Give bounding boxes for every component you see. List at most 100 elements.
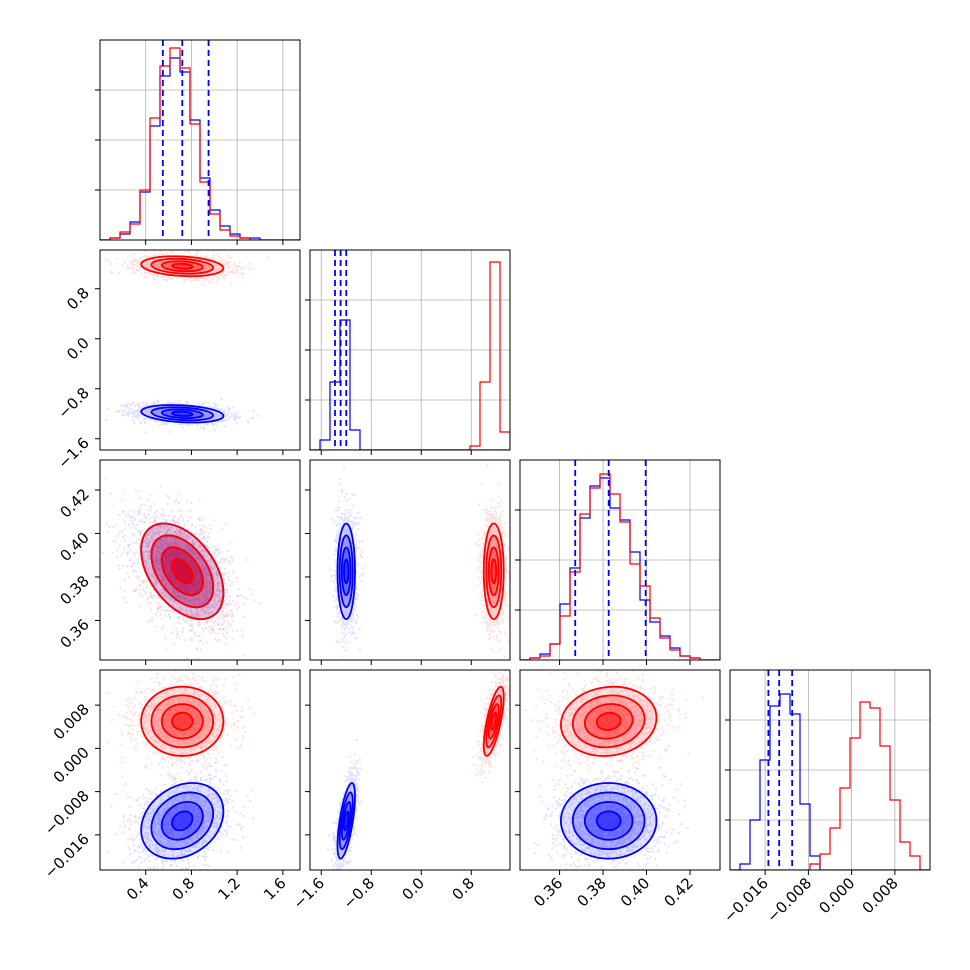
density-fill [171, 811, 193, 831]
y-tick-label: 0.000 [50, 743, 93, 786]
panel-content [100, 40, 300, 240]
panel-frame [309, 249, 511, 451]
contour-line [140, 404, 225, 424]
x-tick-label: −0.8 [340, 874, 378, 912]
contour-line [150, 694, 215, 749]
panel-content [328, 464, 510, 658]
density-fill [141, 782, 224, 859]
contour-line [160, 800, 204, 841]
contour-line [583, 703, 634, 740]
panel-content [326, 670, 510, 870]
contour-line [140, 522, 225, 621]
density-fill [491, 712, 497, 731]
contour-line [140, 255, 225, 278]
density-fill [172, 712, 193, 731]
panel-frame [729, 669, 931, 871]
density-fill [491, 559, 497, 584]
scatter-points [533, 749, 689, 870]
panel-content [100, 670, 255, 870]
panel-frame [99, 39, 301, 241]
panel-3-2 [515, 669, 721, 875]
contour-line [559, 782, 658, 860]
density-fill [560, 782, 657, 859]
contour-line [150, 257, 215, 275]
contour-line [150, 406, 215, 422]
panel-content [520, 460, 720, 660]
histogram-series-1 [100, 47, 300, 240]
contour-line [140, 782, 225, 860]
contour-line [583, 800, 634, 841]
contour-line [571, 791, 646, 851]
panel-frame [519, 669, 721, 871]
density-fill [161, 801, 203, 840]
density-fill [584, 704, 633, 739]
panel-3-3 [725, 669, 931, 875]
contour-line [171, 810, 194, 832]
y-tick-label: 0.42 [56, 485, 92, 521]
panel-1-0 [95, 249, 301, 455]
y-tick-label: −0.016 [41, 830, 93, 882]
x-tick-label: 0.4 [123, 874, 153, 904]
contour-line [338, 534, 354, 609]
panel-frame [309, 459, 511, 661]
panel-frame [519, 459, 721, 661]
contour-line [140, 685, 225, 757]
panel-2-2 [515, 459, 721, 665]
x-tick-label: 0.40 [617, 874, 653, 910]
density-fill [151, 695, 214, 748]
density-fill [151, 535, 214, 608]
contour-line [595, 810, 622, 832]
contour-line [160, 546, 204, 597]
x-tick-label: 0.8 [169, 874, 199, 904]
histogram-series-1 [730, 701, 930, 870]
x-tick-label: −0.016 [720, 874, 772, 926]
contour-line [171, 558, 194, 585]
contour-line [336, 782, 356, 860]
panel-frame [99, 459, 301, 661]
y-tick-label: 0.40 [56, 529, 92, 565]
contour-line [482, 522, 505, 621]
histogram-series-1 [310, 261, 510, 450]
panel-content [310, 250, 510, 450]
contour-line [559, 685, 658, 757]
density-fill [596, 712, 621, 731]
panel-frame [99, 249, 301, 451]
y-tick-label: −1.6 [54, 434, 92, 472]
contour-line [150, 534, 215, 609]
density-fill [339, 792, 353, 850]
density-fill [161, 261, 203, 272]
panel-2-1 [305, 459, 511, 665]
density-fill [572, 792, 645, 850]
panel-2-0 [95, 459, 301, 665]
density-fill [337, 782, 356, 859]
contour-line [487, 703, 500, 740]
x-tick-label: −0.008 [763, 874, 815, 926]
contour-line [340, 800, 352, 841]
panel-1-1 [305, 249, 511, 455]
panel-content [524, 670, 705, 870]
panel-0-0 [95, 39, 301, 245]
x-tick-label: 1.6 [260, 874, 290, 904]
panel-frame [309, 669, 511, 871]
contour-line [160, 260, 204, 273]
y-tick-label: 0.36 [56, 616, 92, 652]
contour-line [343, 558, 350, 585]
density-fill [151, 535, 214, 608]
x-tick-label: 0.36 [530, 874, 566, 910]
y-tick-label: 0.0 [63, 334, 93, 364]
contour-line [485, 534, 503, 609]
histogram-series-0 [730, 693, 930, 870]
x-tick-label: 0.8 [448, 874, 478, 904]
contour-line [160, 408, 204, 420]
density-fill [486, 695, 502, 748]
contour-line [343, 810, 350, 832]
panel-3-1 [305, 669, 511, 875]
density-fill [141, 523, 224, 620]
density-fill [596, 811, 621, 831]
x-tick-label: 0.42 [660, 874, 696, 910]
panel-content [102, 477, 261, 660]
contour-line [485, 694, 503, 749]
y-tick-label: 0.38 [56, 572, 92, 608]
density-fill [141, 523, 224, 620]
